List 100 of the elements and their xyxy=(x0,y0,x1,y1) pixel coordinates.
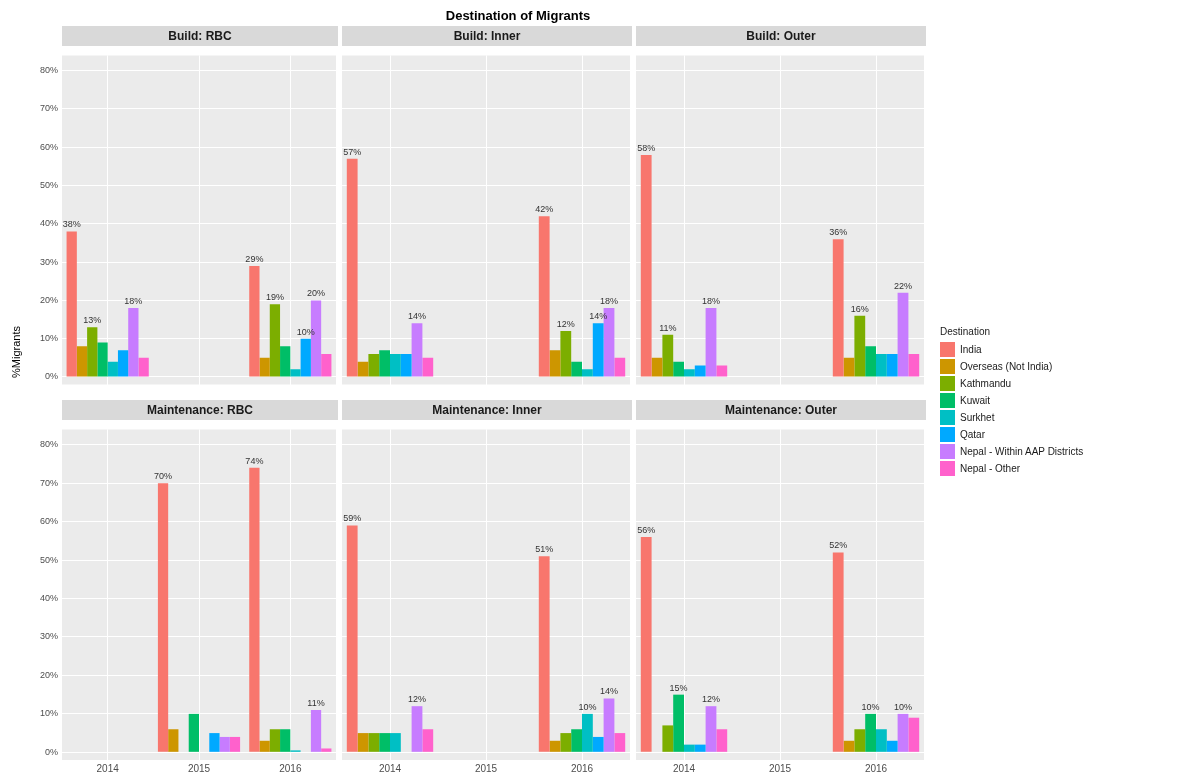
y-tick-label: 70% xyxy=(39,103,58,114)
bar xyxy=(684,369,695,377)
data-label: 14% xyxy=(599,686,619,697)
y-tick-label: 30% xyxy=(39,256,58,267)
bar xyxy=(249,265,260,377)
bar xyxy=(368,733,380,752)
bar xyxy=(538,556,550,752)
y-tick-label: 60% xyxy=(39,141,58,152)
data-label: 12% xyxy=(701,694,721,705)
bar xyxy=(400,353,412,377)
y-tick-label: 10% xyxy=(39,708,58,719)
bar xyxy=(269,729,281,752)
y-tick-label: 60% xyxy=(39,516,58,527)
chart-subtitle: Build: Outer xyxy=(636,26,926,46)
data-label: 38% xyxy=(62,219,81,230)
legend-title: Destination xyxy=(940,326,992,337)
bar xyxy=(269,304,281,377)
data-label: 59% xyxy=(343,513,362,524)
x-tick-label: 2016 xyxy=(279,762,302,774)
x-tick-label: 2016 xyxy=(570,762,594,774)
bar xyxy=(694,744,706,752)
y-axis-title: %Migrants xyxy=(10,325,22,380)
bar xyxy=(684,744,695,752)
legend-label: India xyxy=(960,344,982,355)
bar xyxy=(614,733,626,752)
y-tick-label: 0% xyxy=(44,371,58,382)
bar xyxy=(865,713,876,752)
legend-label: Nepal - Other xyxy=(960,463,1021,474)
bar xyxy=(357,733,369,752)
bar xyxy=(128,308,139,377)
data-label: 57% xyxy=(343,146,362,157)
bar xyxy=(908,717,920,752)
data-label: 51% xyxy=(535,544,554,555)
bar xyxy=(662,725,674,752)
x-tick-label: 2015 xyxy=(187,762,211,774)
legend-label: Nepal - Within AAP Districts xyxy=(960,446,1084,457)
data-label: 15% xyxy=(669,682,688,693)
bar xyxy=(259,357,270,377)
bar xyxy=(229,736,241,752)
bar xyxy=(168,729,179,752)
bar xyxy=(321,353,332,377)
y-tick-label: 10% xyxy=(39,333,58,344)
chart-subtitle: Build: Inner xyxy=(342,26,632,46)
bar xyxy=(300,338,311,377)
bar xyxy=(310,710,322,752)
bar xyxy=(582,369,593,377)
x-tick-label: 2014 xyxy=(378,762,402,774)
bar xyxy=(321,748,332,752)
bar xyxy=(592,736,604,752)
bar xyxy=(908,353,920,377)
data-label: 52% xyxy=(829,540,848,551)
bar xyxy=(259,740,270,752)
bar xyxy=(157,483,169,752)
data-label: 18% xyxy=(701,296,721,307)
data-label: 10% xyxy=(578,701,597,712)
bar xyxy=(854,729,866,752)
y-tick-label: 40% xyxy=(39,593,58,604)
bar xyxy=(571,361,582,377)
bar xyxy=(832,552,844,752)
data-label: 18% xyxy=(124,296,143,307)
bar xyxy=(379,733,390,752)
data-label: 70% xyxy=(154,471,173,482)
bar xyxy=(614,357,626,377)
data-label: 10% xyxy=(893,701,913,712)
data-label: 12% xyxy=(556,318,575,329)
data-label: 11% xyxy=(659,322,677,333)
bar xyxy=(549,740,561,752)
y-tick-label: 30% xyxy=(39,631,58,642)
bar xyxy=(592,323,604,377)
bar xyxy=(640,154,652,377)
bar xyxy=(390,353,401,377)
bar xyxy=(411,706,423,752)
y-tick-label: 40% xyxy=(39,218,58,229)
data-label: 18% xyxy=(599,296,619,307)
bar xyxy=(346,525,358,752)
bar xyxy=(379,350,390,377)
chart-subtitle: Maintenance: RBC xyxy=(62,400,338,420)
legend-label: Overseas (Not India) xyxy=(960,361,1053,372)
data-label: 10% xyxy=(861,701,880,712)
bar xyxy=(219,736,230,752)
bar xyxy=(368,353,380,377)
bar xyxy=(411,323,423,377)
x-tick-label: 2016 xyxy=(864,762,888,774)
bar xyxy=(346,158,358,377)
bar xyxy=(390,733,401,752)
bar xyxy=(843,740,855,752)
y-tick-label: 70% xyxy=(39,477,58,488)
chart-subtitle: Maintenance: Inner xyxy=(342,400,632,420)
y-tick-label: 50% xyxy=(39,180,58,191)
bar xyxy=(76,346,88,377)
bar xyxy=(138,357,149,377)
data-label: 56% xyxy=(637,525,656,536)
bar xyxy=(716,365,728,377)
x-tick-label: 2014 xyxy=(672,762,696,774)
bar xyxy=(549,350,561,377)
bar xyxy=(290,369,301,377)
bar xyxy=(87,327,98,377)
bar xyxy=(897,292,909,377)
data-label: 58% xyxy=(637,142,656,153)
bar xyxy=(651,357,663,377)
